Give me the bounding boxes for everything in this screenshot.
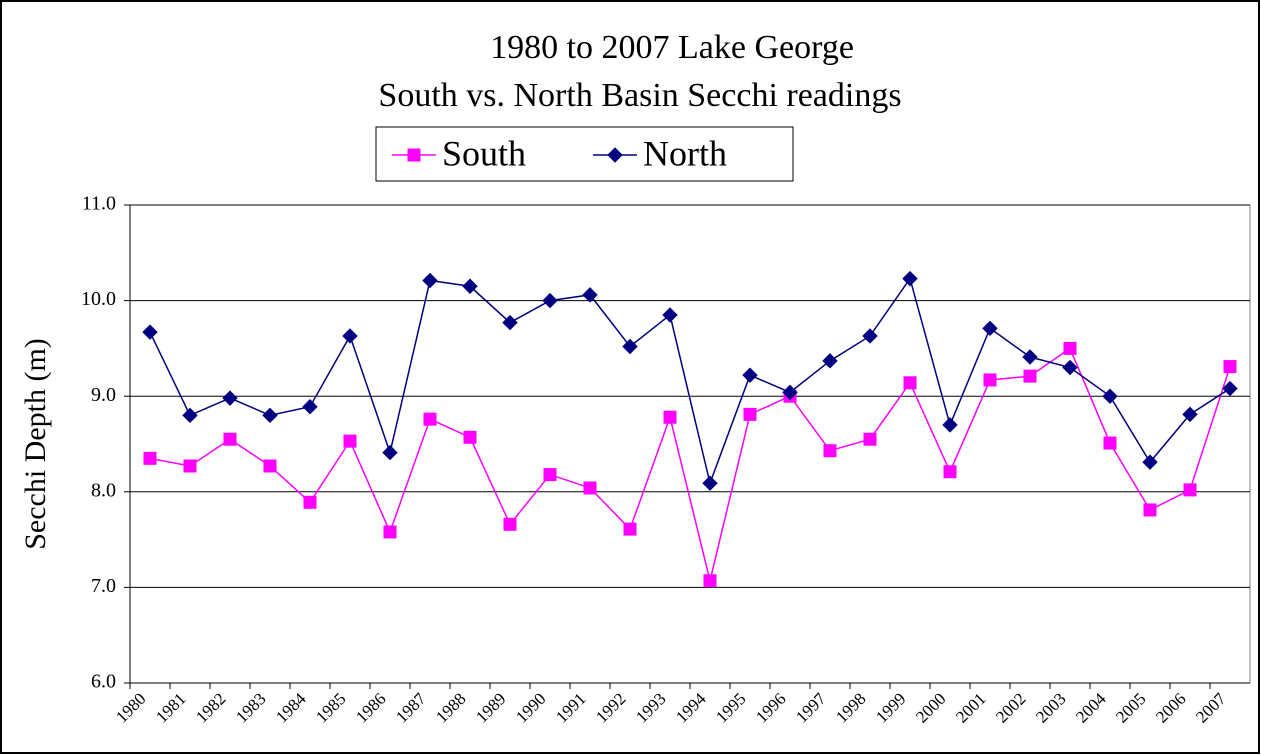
- data-point: [263, 459, 277, 473]
- data-point: [222, 390, 238, 406]
- y-tick-label: 11.0: [82, 193, 116, 215]
- data-point: [903, 376, 917, 390]
- data-point: [823, 444, 837, 458]
- data-point: [663, 410, 677, 424]
- data-point: [1103, 436, 1117, 450]
- legend-marker: [607, 147, 623, 163]
- data-point: [342, 328, 358, 344]
- data-point: [662, 307, 678, 323]
- data-point: [262, 407, 278, 424]
- data-point: [983, 373, 997, 387]
- legend-label: North: [643, 133, 727, 173]
- y-tick-label: 9.0: [91, 384, 116, 406]
- data-point: [743, 407, 757, 421]
- data-point: [942, 417, 958, 433]
- data-point: [143, 451, 157, 465]
- y-tick-label: 8.0: [91, 479, 116, 501]
- data-point: [1223, 360, 1237, 374]
- data-point: [622, 338, 638, 355]
- data-point: [1142, 454, 1158, 470]
- plot-area: [129, 204, 1251, 684]
- data-point: [742, 367, 758, 383]
- data-point: [943, 465, 957, 479]
- data-point: [503, 517, 517, 531]
- data-point: [583, 481, 597, 495]
- data-point: [863, 432, 877, 446]
- data-point: [702, 475, 718, 491]
- data-point: [182, 407, 198, 424]
- legend-label: South: [442, 133, 526, 173]
- data-point: [902, 270, 918, 287]
- legend-box: [375, 126, 794, 182]
- data-point: [1182, 406, 1198, 423]
- data-point: [1102, 388, 1118, 404]
- data-point: [1143, 503, 1157, 517]
- data-point: [462, 278, 478, 294]
- data-point: [1023, 369, 1037, 383]
- data-point: [982, 320, 998, 337]
- data-point: [423, 412, 437, 426]
- data-point: [623, 522, 637, 536]
- data-point: [302, 399, 318, 415]
- data-point: [1222, 380, 1238, 397]
- data-point: [582, 287, 598, 303]
- data-point: [543, 468, 557, 482]
- series-line: [149, 276, 1231, 486]
- data-point: [183, 459, 197, 473]
- data-point: [1063, 341, 1077, 355]
- chart-subtitle: South vs. North Basin Secchi readings: [378, 77, 901, 114]
- y-tick-label: 10.0: [81, 288, 116, 310]
- data-point: [542, 292, 558, 309]
- data-point: [223, 432, 237, 446]
- y-tick-label: 7.0: [91, 575, 116, 597]
- data-point: [303, 495, 317, 509]
- data-point: [1183, 483, 1197, 497]
- data-point: [422, 272, 438, 289]
- data-point: [463, 430, 477, 444]
- data-point: [862, 328, 878, 344]
- y-tick-label: 6.0: [91, 671, 116, 693]
- data-point: [383, 525, 397, 539]
- data-point: [822, 353, 838, 369]
- y-axis-label: Secchi Depth (m): [19, 338, 52, 550]
- legend-marker: [407, 148, 421, 162]
- chart-title: 1980 to 2007 Lake George: [490, 29, 854, 66]
- data-point: [343, 434, 357, 448]
- data-point: [502, 314, 518, 331]
- data-point: [382, 444, 398, 461]
- data-point: [782, 384, 798, 401]
- data-point: [703, 574, 717, 588]
- data-point: [1022, 349, 1038, 365]
- data-point: [1062, 359, 1078, 376]
- data-point: [142, 324, 158, 340]
